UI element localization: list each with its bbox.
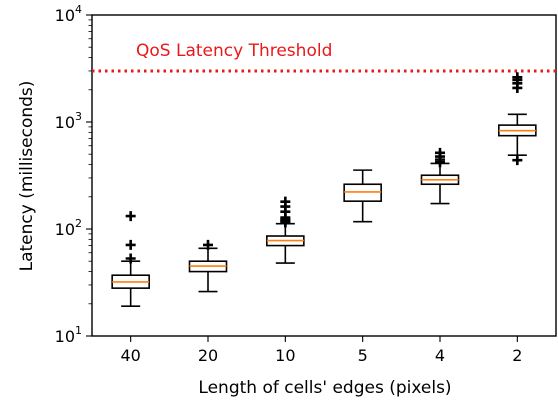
box-group-40: [111, 211, 150, 307]
x-tick-label: 2: [512, 346, 522, 365]
outlier-point: [125, 211, 136, 222]
x-tick-label: 4: [435, 346, 445, 365]
box-group-5: [343, 169, 382, 223]
plot-frame: [91, 14, 557, 337]
outlier-point: [435, 147, 445, 158]
threshold-label: QoS Latency Threshold: [136, 41, 332, 61]
y-tick-label: 104: [55, 3, 82, 25]
y-axis-label: Latency (milliseconds): [17, 81, 37, 272]
outlier-point: [203, 239, 213, 250]
outlier-point: [125, 253, 136, 264]
x-tick-label: 10: [275, 346, 295, 365]
box-group-10: [266, 196, 305, 264]
box-group-20: [188, 239, 228, 293]
outlier-point: [512, 155, 523, 166]
x-axis-label: Length of cells' edges (pixels): [198, 378, 451, 398]
x-tick-label: 5: [358, 346, 368, 365]
x-tick-label: 20: [198, 346, 218, 365]
y-tick-label: 102: [55, 217, 82, 239]
x-tick-label: 40: [120, 346, 140, 365]
box-group-4: [420, 147, 460, 205]
outlier-point: [125, 239, 136, 250]
plot-area: 101 102 103 104 40 20 10 5 4 2: [55, 3, 557, 365]
y-tick-label: 101: [55, 324, 82, 346]
y-tick-label: 103: [55, 110, 82, 132]
outlier-point: [280, 196, 291, 207]
outlier-point: [512, 72, 523, 83]
box-group-2: [498, 72, 537, 166]
